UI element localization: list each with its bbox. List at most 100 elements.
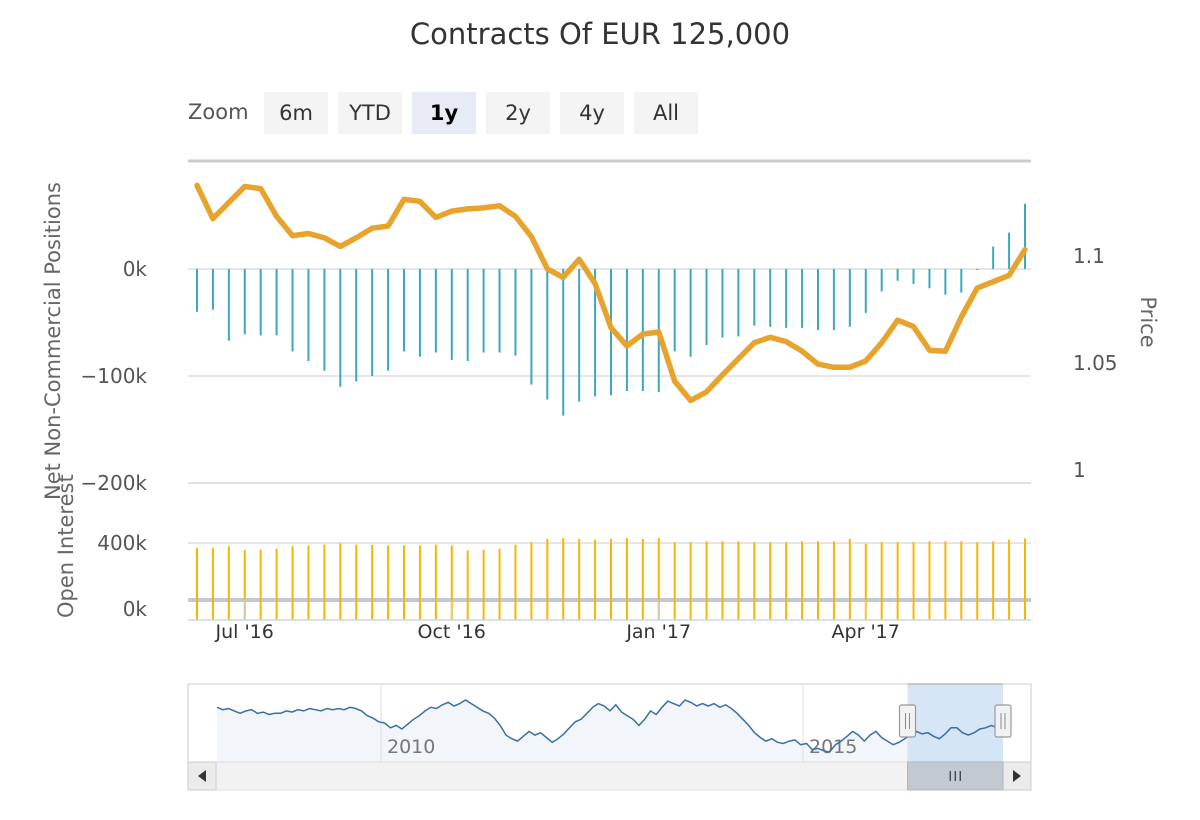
positions-axis-title: Net Non-Commercial Positions xyxy=(41,182,65,500)
positions-bar xyxy=(275,269,278,336)
x-tick-label: Jan '17 xyxy=(625,621,691,643)
positions-bar xyxy=(466,269,469,362)
open-interest-bar xyxy=(641,538,644,620)
price-line xyxy=(194,182,1028,404)
zoom-ytd-button[interactable]: YTD xyxy=(338,92,402,134)
navigator-right-handle[interactable] xyxy=(994,704,1012,738)
positions-bar xyxy=(769,269,772,327)
positions-bar xyxy=(737,269,740,337)
open-interest-bar xyxy=(785,542,788,620)
scrollbar-thumb[interactable] xyxy=(907,761,1004,791)
x-tick-label: Apr '17 xyxy=(832,621,900,643)
open-interest-bar xyxy=(992,541,995,620)
positions-bar xyxy=(832,269,835,330)
scrollbar-track[interactable] xyxy=(187,761,1032,791)
positions-bar xyxy=(291,269,294,352)
positions-bar xyxy=(227,269,230,341)
open-interest-bar xyxy=(944,541,947,620)
positions-bar xyxy=(371,269,374,376)
positions-bar xyxy=(992,246,995,269)
open-interest-bar xyxy=(387,545,390,620)
open-interest-bar xyxy=(801,541,804,620)
open-interest-bar xyxy=(896,542,899,620)
handle-body xyxy=(898,704,917,738)
positions-bar xyxy=(912,269,915,284)
open-interest-bar xyxy=(227,546,230,620)
positions-bar xyxy=(418,269,421,357)
zoom-4y-button[interactable]: 4y xyxy=(560,92,624,134)
zoom-1y-button[interactable]: 1y xyxy=(412,92,476,134)
positions-bar xyxy=(498,269,501,353)
open-interest-bar xyxy=(594,539,597,620)
open-interest-bar xyxy=(498,548,501,620)
open-interest-columns xyxy=(196,538,1026,620)
positions-bar xyxy=(976,269,979,271)
zoom-all-button[interactable]: All xyxy=(634,92,698,134)
open-interest-bar xyxy=(546,538,549,620)
positions-bar xyxy=(323,269,326,371)
open-interest-bar xyxy=(259,549,262,620)
open-interest-bar xyxy=(323,544,326,620)
positions-bar xyxy=(450,269,453,360)
positions-bar xyxy=(689,269,692,357)
price-tick-label: 1.05 xyxy=(1073,351,1118,375)
open-interest-bar xyxy=(817,541,819,620)
open-interest-bar xyxy=(769,542,772,620)
zoom-label: Zoom xyxy=(188,100,249,124)
open-interest-bar xyxy=(355,544,358,620)
scrollbar-right-arrow[interactable] xyxy=(1002,761,1032,791)
open-interest-bar xyxy=(673,542,676,620)
open-interest-bar xyxy=(403,545,405,620)
price-axis-title: Price xyxy=(1136,296,1160,347)
zoom-2y-button[interactable]: 2y xyxy=(486,92,550,134)
zoom-6m-button[interactable]: 6m xyxy=(264,92,328,134)
positions-bar xyxy=(355,269,358,382)
open-interest-bar xyxy=(610,538,612,620)
positions-bar xyxy=(243,269,246,335)
price-tick-label: 1 xyxy=(1073,458,1086,482)
open-interest-bar xyxy=(243,549,246,620)
open-interest-bar xyxy=(339,543,342,620)
navigator-left-handle[interactable] xyxy=(898,704,917,738)
scrollbar-left-arrow[interactable] xyxy=(187,761,217,791)
positions-bar xyxy=(896,269,899,281)
open-interest-bar xyxy=(466,550,469,620)
positions-bar xyxy=(546,269,549,400)
navigator-selected-range xyxy=(907,684,1003,762)
open-interest-bar xyxy=(960,541,963,620)
positions-bar xyxy=(625,269,628,391)
chevron-left-icon xyxy=(198,770,206,782)
positions-bar xyxy=(705,269,708,345)
open-interest-bar xyxy=(275,548,278,620)
x-tick-label: Oct '16 xyxy=(418,621,486,643)
positions-bar xyxy=(1024,203,1026,269)
positions-bar xyxy=(562,269,565,416)
positions-bar xyxy=(785,269,788,328)
open-interest-bar xyxy=(307,545,310,620)
oi-tick-label: 400k xyxy=(97,531,147,555)
open-interest-bar xyxy=(530,542,533,620)
open-interest-bar xyxy=(737,541,740,620)
open-interest-bar xyxy=(291,546,294,620)
positions-bar xyxy=(610,269,612,396)
open-interest-bar xyxy=(1008,539,1011,620)
open-interest-bar xyxy=(434,544,437,620)
positions-bar xyxy=(594,269,597,397)
oi-tick-label: 0k xyxy=(123,597,148,621)
positions-bar xyxy=(753,269,756,326)
open-interest-bar xyxy=(721,541,724,620)
positions-bar xyxy=(530,269,533,385)
positions-bar xyxy=(817,269,819,330)
positions-bar xyxy=(864,269,867,313)
navigator-year-label: 2010 xyxy=(387,736,435,758)
open-interest-bar xyxy=(371,544,374,620)
open-interest-bar xyxy=(578,539,581,620)
positions-bar xyxy=(387,269,390,371)
open-interest-bar xyxy=(705,541,708,620)
positions-bar xyxy=(944,269,947,295)
open-interest-bar xyxy=(880,542,883,620)
positions-bar xyxy=(880,269,883,292)
positions-bar xyxy=(211,269,214,310)
open-interest-bar xyxy=(832,541,835,620)
